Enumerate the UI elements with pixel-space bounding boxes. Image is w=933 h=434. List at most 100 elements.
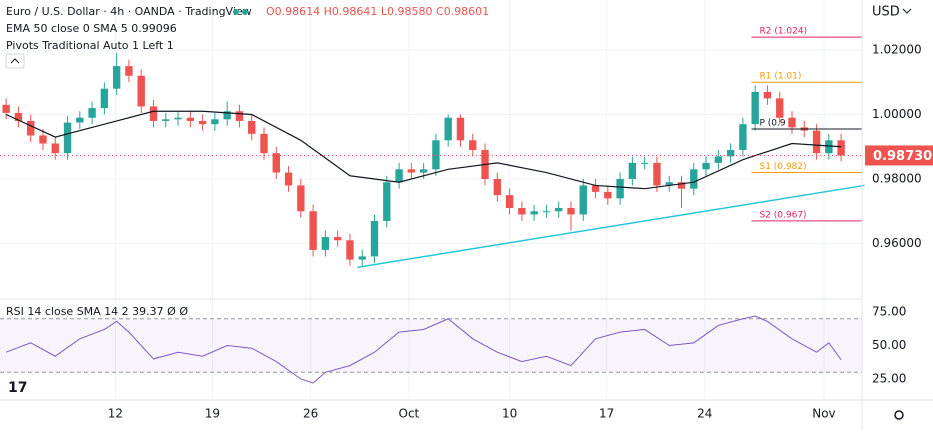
candle-body xyxy=(653,162,661,186)
y-tick-label: 1.02000 xyxy=(872,42,922,56)
candle-body xyxy=(837,140,845,156)
collapse-button[interactable] xyxy=(5,53,25,69)
y-tick-label: 0.98000 xyxy=(872,171,922,185)
candle-body xyxy=(665,182,673,186)
rsi-line xyxy=(5,315,842,384)
x-tick-label: 12 xyxy=(108,407,123,421)
trend-line xyxy=(357,184,865,269)
pivot-label: R2 (1.024) xyxy=(759,27,807,37)
candle-body xyxy=(690,169,698,189)
x-tick-label: Nov xyxy=(812,407,835,421)
x-tick-label: 10 xyxy=(502,407,517,421)
settings-icon[interactable] xyxy=(894,410,904,420)
currency-label[interactable]: USD xyxy=(872,5,900,20)
candle-body xyxy=(100,88,109,109)
pivot-label: P (0.9 xyxy=(759,119,785,129)
candle-body xyxy=(542,211,551,213)
candle-body xyxy=(788,117,796,128)
x-tick-label: 17 xyxy=(599,407,614,421)
x-tick-label: Oct xyxy=(399,407,420,421)
candle-body xyxy=(248,120,256,134)
rsi-tick-label: 75.00 xyxy=(872,305,906,319)
candle-body xyxy=(272,153,280,173)
candle-body xyxy=(726,149,735,157)
candle-body xyxy=(211,119,219,125)
candle-body xyxy=(284,172,293,186)
candle-body xyxy=(27,120,35,136)
candle-body xyxy=(419,169,428,173)
status-dot xyxy=(233,9,239,15)
rsi-tick-label: 50.00 xyxy=(872,338,906,352)
last-price-label: 0.98730 xyxy=(873,149,932,164)
ohlc-header: O0.98614 H0.98641 L0.98580 C0.98601 xyxy=(266,5,489,18)
grid xyxy=(0,0,862,400)
ema-line xyxy=(5,110,842,190)
candle-body xyxy=(370,220,379,257)
candle-body xyxy=(763,91,772,99)
candle-body xyxy=(321,237,330,250)
candle-body xyxy=(51,143,59,154)
candle-body xyxy=(456,117,465,141)
candle-body xyxy=(469,140,477,150)
candle-body xyxy=(186,117,195,121)
candle-body xyxy=(76,117,84,123)
candle-body xyxy=(297,185,305,212)
chart-title: Euro / U.S. Dollar · 4h · OANDA · Tradin… xyxy=(6,5,252,18)
candle-body xyxy=(579,185,587,215)
candle-body xyxy=(14,112,23,121)
candle-body xyxy=(39,135,47,144)
currency-chevron xyxy=(902,8,912,14)
candle-body xyxy=(776,98,784,118)
candle-body xyxy=(530,211,538,215)
candle-body xyxy=(432,140,440,170)
pivot-label: S2 (0.967) xyxy=(759,210,806,220)
candle-body xyxy=(198,120,207,125)
candle-body xyxy=(825,140,833,154)
collapse-icon xyxy=(10,58,20,64)
axes: 0.96000 0.98000 1.00000 1.02000 12 19 26 Oct 10 1… xyxy=(108,42,933,421)
candle-body xyxy=(739,124,747,150)
pivots-header: Pivots Traditional Auto 1 Left 1 xyxy=(6,39,174,52)
plot: R2 (1.024) R1 (1.01) P (0.9 S1 (0.982) S2 (0… xyxy=(0,27,865,384)
candle-body xyxy=(407,169,416,173)
last-price-tag xyxy=(865,145,933,166)
pivot-label: R1 (1.01) xyxy=(759,72,801,82)
candle-body xyxy=(137,75,145,107)
candle-body xyxy=(616,178,624,199)
candle-body xyxy=(223,111,231,120)
tv-logo: 𝟭𝟳 xyxy=(8,380,27,396)
ema-header: EMA 50 close 0 SMA 5 0.99096 xyxy=(6,22,177,35)
candle-body xyxy=(88,108,96,118)
y-tick-label: 0.96000 xyxy=(872,236,922,250)
candle-body xyxy=(358,256,366,260)
x-tick-label: 26 xyxy=(303,407,318,421)
candle-body xyxy=(395,169,403,183)
rsi-band xyxy=(0,318,862,373)
candle-body xyxy=(604,191,612,199)
candle-body xyxy=(751,91,759,125)
candle-body xyxy=(125,66,133,76)
candle-body xyxy=(333,237,342,241)
rsi-tick-label: 25.00 xyxy=(872,371,906,385)
x-tick-label: 24 xyxy=(697,407,712,421)
candle-body xyxy=(591,185,600,192)
candle-body xyxy=(505,195,514,209)
candle-body xyxy=(383,182,391,221)
candle-body xyxy=(149,106,158,121)
candle-body xyxy=(2,104,10,113)
candle-body xyxy=(702,162,710,170)
status-dot xyxy=(242,9,248,15)
rsi-header: RSI 14 close SMA 14 2 39.37 Ø Ø xyxy=(6,305,188,318)
candle-body xyxy=(677,182,686,189)
candle-body xyxy=(628,162,637,179)
candle-body xyxy=(640,162,649,164)
candle-body xyxy=(444,117,452,141)
candle-body xyxy=(112,66,121,89)
candle-body xyxy=(714,156,723,163)
pivot-label: S1 (0.982) xyxy=(759,162,806,172)
candle-body xyxy=(493,178,501,196)
candle-body xyxy=(174,117,182,120)
candle-body xyxy=(309,211,317,250)
candle-body xyxy=(567,208,575,215)
